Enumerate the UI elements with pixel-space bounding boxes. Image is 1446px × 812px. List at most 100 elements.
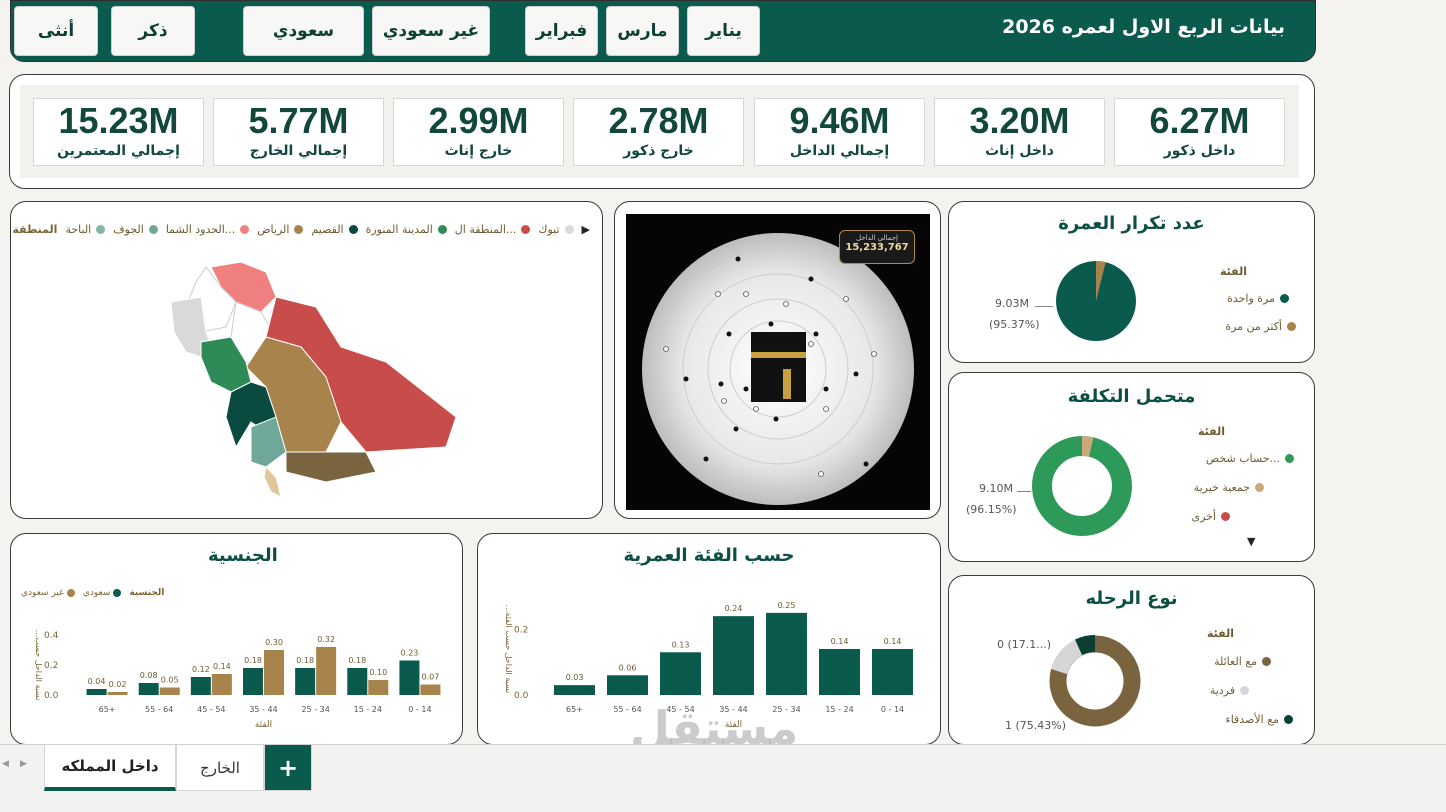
tooltip-value: 15,233,767 xyxy=(845,242,909,253)
bar-data-label: 0.12 xyxy=(192,665,210,674)
legend-item: الرياض xyxy=(257,223,304,236)
repeat-umrah-pie[interactable] xyxy=(1051,256,1141,346)
total-tooltip: إجمالي الداخل 15,233,767 xyxy=(839,230,915,264)
bar-data-label: 0.18 xyxy=(244,656,262,665)
kpi-strip: 6.27M داخل ذكور 3.20M داخل إناث 9.46M إجمال… xyxy=(20,85,1299,178)
cost-bearer-donut[interactable] xyxy=(1027,431,1137,541)
cost-bearer-panel: متحمل التكلفة 9.10M (96.15%) الفئة ...حس… xyxy=(948,372,1315,562)
map-legend: ▶ تبوك ...المنطقة ال المدينة المنورة الق… xyxy=(12,223,590,236)
y-axis-label: ...نسبة الداخل حسب الفئة xyxy=(504,605,513,694)
bar xyxy=(86,689,107,695)
kpi-card: 15.23M إجمالي المعتمرين xyxy=(33,98,204,166)
kpi-value: 3.20M xyxy=(969,100,1070,141)
y-tick-label: 0.2 xyxy=(514,625,528,635)
trip-type-donut[interactable] xyxy=(1045,631,1145,731)
x-tick-label: 65+ xyxy=(99,705,116,714)
x-tick-label: 65+ xyxy=(566,705,583,714)
legend-item: ...الحدود الشما xyxy=(166,223,250,236)
bar-data-label: 0.13 xyxy=(672,640,690,649)
bar xyxy=(190,677,211,695)
bar xyxy=(819,649,860,695)
x-tick-label: 15 - 24 xyxy=(354,705,382,714)
bar xyxy=(766,612,807,695)
bar-data-label: 0.25 xyxy=(778,601,796,610)
saudi-regions-map[interactable] xyxy=(166,257,466,497)
scroll-left-icon[interactable]: ◀ xyxy=(2,759,9,769)
kpi-label: خارج ذكور xyxy=(623,143,694,159)
bar-data-label: 0.03 xyxy=(566,673,584,682)
legend-scroll-icon[interactable]: ▶ xyxy=(581,223,590,236)
bar xyxy=(607,675,648,695)
bar xyxy=(316,647,337,695)
leader-line xyxy=(1017,491,1031,492)
kpi-label: إجمالي المعتمرين xyxy=(57,143,180,159)
repeat-umrah-panel: عدد تكرار العمرة 9.03M (95.37%) الفئة مر… xyxy=(948,201,1315,363)
bar-data-label: 0.05 xyxy=(161,676,179,685)
legend-item: مع العائلة xyxy=(1214,655,1271,668)
donut-label-top: 0 (17.1...) xyxy=(997,638,1052,651)
filter-female[interactable]: أنثى xyxy=(14,6,98,56)
add-tab-button[interactable]: + xyxy=(264,745,312,791)
bar-data-label: 0.10 xyxy=(369,668,387,677)
bar-data-label: 0.14 xyxy=(884,637,902,646)
filter-march[interactable]: مارس xyxy=(606,6,679,56)
bar-data-label: 0.24 xyxy=(725,604,743,613)
legend-title: الفئة xyxy=(1207,627,1234,640)
kpi-value: 6.27M xyxy=(1149,100,1250,141)
tooltip-title: إجمالي الداخل xyxy=(856,234,898,242)
legend-title: الجنسية xyxy=(129,588,165,598)
bar xyxy=(420,684,441,695)
filter-male[interactable]: ذكر xyxy=(111,6,195,56)
bar xyxy=(713,616,754,695)
filter-january[interactable]: يناير xyxy=(687,6,760,56)
legend-item: المدينة المنورة xyxy=(366,223,447,236)
x-tick-label: 45 - 54 xyxy=(666,705,694,714)
filter-non-saudi[interactable]: غير سعودي xyxy=(372,6,490,56)
legend-item: ...حساب شخص xyxy=(1206,452,1294,465)
legend-item: مع الأصدقاء xyxy=(1226,713,1293,726)
kaaba-panel: إجمالي الداخل 15,233,767 xyxy=(614,201,941,519)
legend-item: أخرى xyxy=(1191,510,1230,523)
pie-data-label: 9.03M xyxy=(995,297,1029,310)
bar xyxy=(211,674,232,695)
tab-inside-kingdom[interactable]: داخل المملكه xyxy=(44,745,176,791)
x-tick-label: 45 - 54 xyxy=(197,705,225,714)
tab-outside[interactable]: الخارج xyxy=(176,745,264,791)
leader-line xyxy=(1035,306,1053,307)
legend-item: الباحة xyxy=(65,223,106,236)
chart-legend: الجنسية سعودي غير سعودي xyxy=(21,588,164,598)
y-tick-label: 0.4 xyxy=(44,631,59,641)
bar-data-label: 0.02 xyxy=(109,680,127,689)
scroll-right-icon[interactable]: ▶ xyxy=(20,759,27,769)
bar-data-label: 0.32 xyxy=(317,635,335,644)
nationality-bar-chart[interactable]: 0.0 0.2 0.4...نسبة الداخل حسب الفئة 0 - 14 0.… xyxy=(11,534,464,746)
x-tick-label: 55 - 64 xyxy=(613,705,641,714)
bar xyxy=(872,649,913,695)
bar xyxy=(264,650,284,695)
age-bar-chart[interactable]: 0.0 0.2...نسبة الداخل حسب الفئة الفئة 0 - 1… xyxy=(478,534,942,746)
kpi-label: داخل إناث xyxy=(985,143,1054,159)
kpi-card: 9.46M إجمالي الداخل xyxy=(754,98,925,166)
bar-data-label: 0.18 xyxy=(348,656,366,665)
bar xyxy=(243,668,263,695)
bar xyxy=(660,652,701,695)
bar xyxy=(107,692,128,695)
x-tick-label: 35 - 44 xyxy=(719,705,747,714)
panel-title: عدد تكرار العمرة xyxy=(1058,213,1205,234)
kpi-card: 2.78M خارج ذكور xyxy=(573,98,744,166)
legend-title: الفئة xyxy=(1220,265,1247,278)
kpi-label: إجمالي الداخل xyxy=(789,143,890,159)
kpi-card: 3.20M داخل إناث xyxy=(934,98,1105,166)
y-tick-label: 0.0 xyxy=(514,691,529,701)
filter-saudi[interactable]: سعودي xyxy=(243,6,364,56)
dashboard-title: بيانات الربع الاول لعمره 2026 xyxy=(1002,16,1285,38)
filter-february[interactable]: فبراير xyxy=(525,6,598,56)
bar-data-label: 0.04 xyxy=(88,677,106,686)
kpi-value: 15.23M xyxy=(58,100,179,141)
legend-scroll-down-icon[interactable]: ▼ xyxy=(1247,535,1256,548)
map-legend-title: المنطقة xyxy=(12,223,58,236)
legend-item: القصيم xyxy=(311,223,358,236)
legend-item: ...المنطقة ال xyxy=(455,223,531,236)
x-tick-label: 15 - 24 xyxy=(825,705,853,714)
bar-data-label: 0.07 xyxy=(422,673,440,682)
